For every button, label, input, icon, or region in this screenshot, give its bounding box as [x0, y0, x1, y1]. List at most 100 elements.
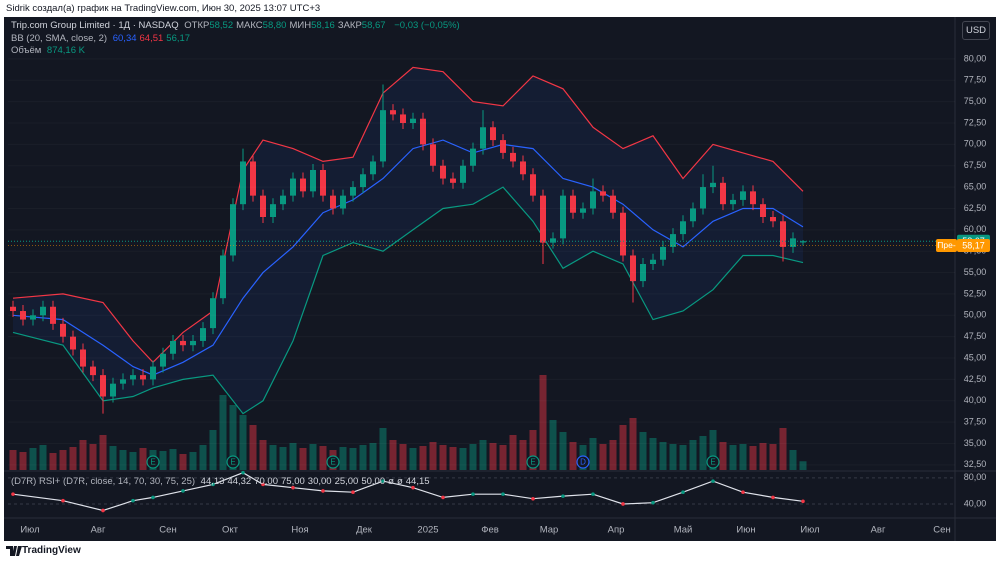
candle-body: [400, 114, 406, 123]
volume-bar: [459, 448, 467, 470]
chart-background: [4, 17, 996, 541]
axis-layer: 32,50 35,00 37,50 40,00 42,50 45,00 47,50 50,00…: [8, 53, 990, 536]
rsi-tick-label: 80,00: [964, 472, 987, 482]
rsi-point: [151, 495, 155, 500]
volume-bar: [589, 438, 597, 470]
candle-body: [30, 315, 36, 320]
currency-button[interactable]: USD: [962, 21, 990, 40]
volume-bar: [489, 443, 497, 470]
ohlc-label: ОТКР: [184, 20, 210, 31]
x-tick-label: 2025: [417, 525, 438, 536]
candle-body: [120, 379, 126, 384]
ohlc-value: 58,67: [361, 20, 386, 31]
volume-bar: [399, 444, 407, 470]
candle-body: [720, 182, 726, 205]
y-tick-label: 40,00: [964, 395, 987, 405]
volume-bar: [469, 444, 477, 470]
bb-lower: [12, 186, 804, 415]
candle-body: [340, 195, 346, 209]
candle-body: [640, 264, 646, 282]
volume-label: Объём: [11, 45, 42, 56]
candle-body: [710, 182, 716, 188]
y-tick-label: 50,00: [964, 310, 987, 320]
candle-body: [560, 195, 566, 239]
rsi-value: 30,00: [307, 476, 332, 487]
rsi-value: 44,32: [227, 476, 252, 487]
candle-body: [370, 161, 376, 175]
volume-bar: [529, 430, 537, 470]
volume-bar: [749, 446, 757, 470]
candle-body: [770, 217, 776, 222]
volume-bar: [49, 453, 57, 470]
volume-bar: [779, 428, 787, 470]
y-tick-label: 67,50: [964, 160, 987, 170]
rsi-point: [181, 489, 185, 493]
x-tick-label: Июл: [20, 525, 39, 536]
volume-bar: [659, 442, 667, 470]
y-tick-label: 42,50: [964, 374, 987, 384]
volume-bar: [339, 447, 347, 470]
candle-body: [430, 144, 436, 166]
ohlc-label: ЗАКР: [337, 20, 362, 31]
rsi-point: [561, 494, 565, 498]
rsi-point: [211, 482, 215, 487]
rsi-point: [531, 496, 535, 501]
volume-bar: [449, 447, 457, 470]
volume-bar: [69, 447, 77, 470]
y-tick-label: 55,00: [964, 267, 987, 277]
volume-bar: [599, 444, 607, 470]
rsi-layer: 80,00 40,00: [8, 470, 987, 513]
rsi-point: [241, 470, 245, 475]
volume-bar: [179, 454, 187, 470]
bb-value: 64,51: [139, 33, 164, 44]
candle-body: [380, 110, 386, 162]
volume-bar: [109, 446, 117, 470]
ohlc-label: МАКС: [236, 20, 263, 31]
volume-bar: [549, 420, 557, 470]
volume-bar: [299, 448, 307, 470]
y-tick-label: 35,00: [964, 438, 987, 448]
candle-body: [160, 353, 166, 367]
footer: TradingView: [22, 545, 81, 556]
y-tick-label: 72,50: [964, 117, 987, 127]
pre-market-tag: [936, 238, 957, 252]
volume-bar: [9, 450, 17, 470]
y-tick-label: 80,00: [964, 53, 987, 63]
header: Sidrik создал(а) график на TradingView.c…: [6, 3, 321, 14]
volume-bar: [269, 445, 277, 470]
volume-bar: [519, 440, 527, 470]
volume-bar: [499, 445, 507, 470]
volume-bar: [669, 444, 677, 470]
volume-bar: [369, 443, 377, 470]
candle-body: [790, 238, 796, 247]
volume-bar: [539, 375, 547, 470]
candle-body: [330, 195, 336, 209]
y-tick-label: 65,00: [964, 181, 987, 191]
volume-legend: Объём 874,16 K: [11, 45, 88, 56]
candle-body: [650, 259, 656, 265]
rsi-value: 44,15: [405, 476, 430, 487]
y-tick-label: 45,00: [964, 352, 987, 362]
candle-body: [10, 306, 16, 312]
rsi-point: [11, 492, 15, 496]
rsi-value: 25,00: [334, 476, 359, 487]
rsi-point: [741, 490, 745, 495]
x-tick-label: Сен: [933, 525, 950, 536]
candle-body: [270, 204, 276, 218]
candle-body: [550, 238, 556, 243]
volume-bar: [769, 444, 777, 470]
candle-body: [130, 375, 136, 380]
y-tick-label: 62,50: [964, 203, 987, 213]
volume-bar: [189, 452, 197, 470]
ohlc-label: МИН: [289, 20, 312, 31]
candle-body: [50, 306, 56, 324]
volume-bar: [239, 415, 247, 470]
x-tick-label: Мар: [540, 525, 559, 536]
rsi-value: 44,13: [200, 476, 225, 487]
candle-body: [700, 187, 706, 209]
event-label: E: [230, 458, 235, 467]
volume-bar: [789, 450, 797, 470]
volume-bar: [359, 445, 367, 470]
y-tick-label: 60,00: [964, 224, 987, 234]
candle-body: [410, 118, 416, 123]
